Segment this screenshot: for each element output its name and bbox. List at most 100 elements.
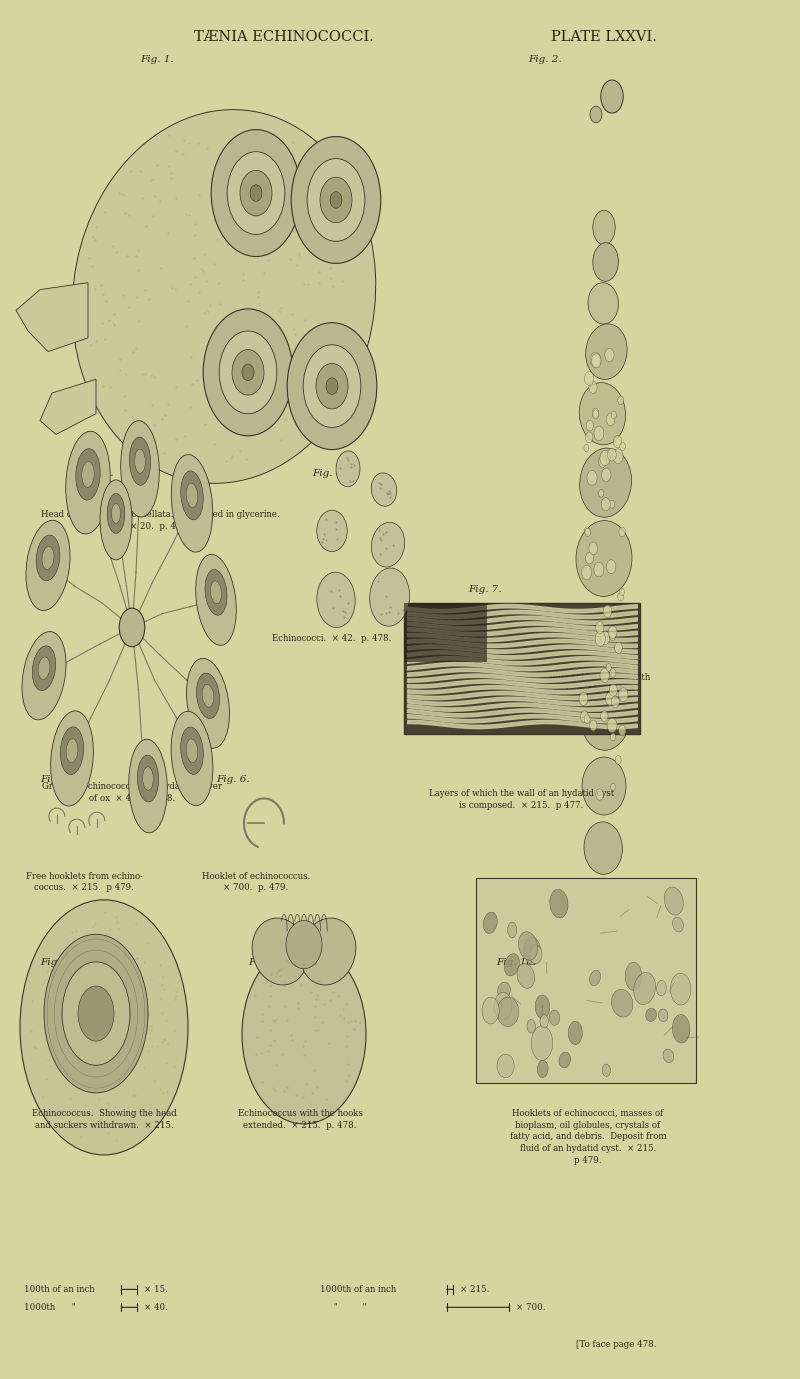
Ellipse shape bbox=[574, 605, 629, 677]
Ellipse shape bbox=[317, 510, 347, 552]
Text: Echinococci.  × 42.  p. 478.: Echinococci. × 42. p. 478. bbox=[272, 634, 392, 644]
Ellipse shape bbox=[38, 656, 50, 680]
Ellipse shape bbox=[242, 945, 366, 1124]
Ellipse shape bbox=[601, 710, 608, 721]
Ellipse shape bbox=[303, 345, 361, 427]
Ellipse shape bbox=[483, 912, 498, 934]
Ellipse shape bbox=[326, 378, 338, 394]
Text: × 40.: × 40. bbox=[144, 1303, 168, 1311]
Text: Fig. 3.: Fig. 3. bbox=[80, 469, 114, 479]
Ellipse shape bbox=[603, 605, 612, 618]
Text: 1000th of an inch: 1000th of an inch bbox=[320, 1285, 396, 1294]
Ellipse shape bbox=[134, 450, 146, 473]
Text: Group of echinococci from hydatid.  Liver
of ox  × 40.  p. 478.: Group of echinococci from hydatid. Liver… bbox=[42, 782, 222, 803]
Ellipse shape bbox=[584, 444, 589, 451]
Ellipse shape bbox=[610, 632, 615, 641]
Ellipse shape bbox=[590, 106, 602, 123]
Ellipse shape bbox=[589, 542, 598, 554]
Ellipse shape bbox=[605, 349, 614, 361]
Ellipse shape bbox=[600, 669, 610, 683]
Ellipse shape bbox=[111, 503, 121, 524]
Ellipse shape bbox=[611, 696, 619, 707]
Ellipse shape bbox=[186, 658, 230, 749]
Ellipse shape bbox=[598, 490, 604, 498]
Ellipse shape bbox=[579, 692, 588, 706]
Ellipse shape bbox=[584, 822, 622, 874]
Ellipse shape bbox=[664, 887, 683, 916]
Ellipse shape bbox=[593, 410, 598, 419]
Ellipse shape bbox=[592, 408, 598, 418]
Ellipse shape bbox=[26, 520, 70, 611]
Ellipse shape bbox=[100, 480, 132, 560]
Ellipse shape bbox=[670, 974, 691, 1005]
Ellipse shape bbox=[618, 688, 628, 702]
Ellipse shape bbox=[186, 483, 198, 507]
Ellipse shape bbox=[663, 1049, 674, 1063]
Ellipse shape bbox=[518, 932, 538, 960]
Ellipse shape bbox=[610, 684, 618, 696]
Ellipse shape bbox=[42, 546, 54, 570]
Ellipse shape bbox=[531, 1026, 553, 1060]
Ellipse shape bbox=[336, 451, 360, 487]
Ellipse shape bbox=[32, 645, 56, 691]
Text: Head of tænia mediocanellata.  Preserved in glycerine.
× 20.  p. 476.: Head of tænia mediocanellata. Preserved … bbox=[41, 510, 279, 531]
Ellipse shape bbox=[615, 756, 621, 764]
Text: × 15.: × 15. bbox=[144, 1285, 168, 1294]
Ellipse shape bbox=[550, 1009, 560, 1026]
Ellipse shape bbox=[568, 1022, 582, 1044]
Ellipse shape bbox=[316, 363, 348, 408]
Ellipse shape bbox=[606, 692, 614, 706]
Ellipse shape bbox=[610, 501, 614, 507]
Ellipse shape bbox=[517, 964, 534, 989]
Ellipse shape bbox=[646, 1008, 656, 1022]
Ellipse shape bbox=[138, 756, 158, 803]
Ellipse shape bbox=[586, 432, 593, 443]
Ellipse shape bbox=[596, 622, 604, 633]
Ellipse shape bbox=[210, 581, 222, 604]
Ellipse shape bbox=[50, 712, 94, 805]
Ellipse shape bbox=[317, 572, 355, 627]
Ellipse shape bbox=[613, 448, 623, 463]
Ellipse shape bbox=[657, 980, 666, 996]
Ellipse shape bbox=[286, 921, 322, 968]
Ellipse shape bbox=[535, 996, 550, 1019]
Ellipse shape bbox=[590, 720, 597, 731]
Ellipse shape bbox=[619, 589, 624, 596]
Text: [To face page 478.: [To face page 478. bbox=[576, 1339, 657, 1349]
Ellipse shape bbox=[559, 1052, 570, 1067]
Ellipse shape bbox=[82, 462, 94, 487]
Ellipse shape bbox=[197, 673, 219, 718]
Text: Fig. 6.: Fig. 6. bbox=[216, 775, 250, 785]
Ellipse shape bbox=[370, 568, 410, 626]
Ellipse shape bbox=[614, 643, 622, 654]
Text: Fig. 5.: Fig. 5. bbox=[40, 775, 74, 785]
Ellipse shape bbox=[584, 714, 590, 724]
Ellipse shape bbox=[494, 993, 512, 1019]
Ellipse shape bbox=[620, 443, 626, 451]
Ellipse shape bbox=[588, 283, 618, 324]
Text: × 700.: × 700. bbox=[516, 1303, 546, 1311]
Ellipse shape bbox=[579, 382, 626, 445]
Ellipse shape bbox=[60, 727, 84, 775]
Ellipse shape bbox=[232, 350, 264, 394]
Ellipse shape bbox=[618, 396, 624, 404]
Text: "         ": " " bbox=[320, 1303, 366, 1311]
Ellipse shape bbox=[590, 352, 601, 367]
Polygon shape bbox=[40, 379, 96, 434]
Ellipse shape bbox=[181, 470, 203, 520]
Ellipse shape bbox=[602, 498, 610, 510]
Ellipse shape bbox=[171, 712, 213, 805]
Ellipse shape bbox=[598, 456, 606, 467]
Text: Echinococcus with the hooks
extended.  × 215.  p. 478.: Echinococcus with the hooks extended. × … bbox=[238, 1109, 362, 1129]
Ellipse shape bbox=[240, 170, 272, 215]
Bar bbox=[404, 603, 486, 662]
Ellipse shape bbox=[62, 963, 130, 1065]
Ellipse shape bbox=[78, 986, 114, 1041]
Ellipse shape bbox=[582, 565, 592, 579]
Ellipse shape bbox=[600, 632, 610, 645]
Ellipse shape bbox=[497, 1054, 514, 1077]
Ellipse shape bbox=[205, 570, 227, 615]
Ellipse shape bbox=[330, 192, 342, 208]
Ellipse shape bbox=[607, 448, 616, 461]
Ellipse shape bbox=[524, 938, 541, 965]
